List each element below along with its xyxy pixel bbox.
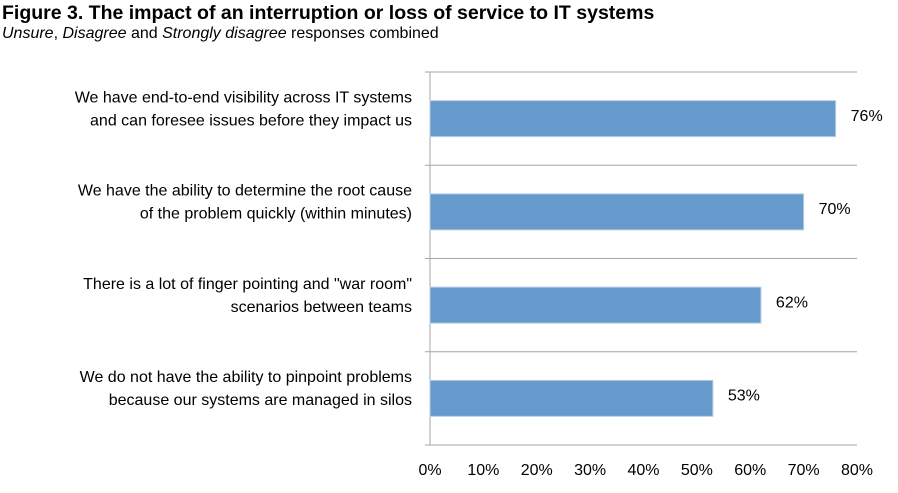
x-tick-label: 20% [521,462,553,479]
bar [429,379,714,417]
bar [429,100,837,138]
category-label: We do not have the ability to pinpoint p… [80,369,412,386]
category-label: of the problem quickly (within minutes) [140,206,412,223]
category-label: because our systems are managed in silos [109,392,412,409]
x-tick-label: 40% [627,462,659,479]
subtitle-part: Unsure [2,25,54,42]
value-label: 62% [776,294,808,311]
subtitle-part: and [126,25,163,42]
chart-title: Figure 3. The impact of an interruption … [2,2,655,24]
bar [429,193,805,231]
x-tick-label: 60% [734,462,766,479]
subtitle-part: , [53,25,63,42]
category-label: There is a lot of finger pointing and "w… [83,276,412,293]
bar [429,286,762,324]
x-tick-label: 50% [681,462,713,479]
category-label: scenarios between teams [231,299,412,316]
x-tick-label: 70% [788,462,820,479]
subtitle-part: responses combined [286,25,439,42]
chart-subtitle: Unsure, Disagree and Strongly disagree r… [2,25,439,43]
value-label: 76% [851,108,883,125]
category-label: and can foresee issues before they impac… [90,112,412,129]
x-tick-label: 30% [574,462,606,479]
x-tick-label: 80% [841,462,873,479]
x-tick-label: 10% [467,462,499,479]
value-label: 53% [728,388,760,405]
subtitle-part: Disagree [62,25,127,42]
value-label: 70% [819,201,851,218]
category-label: We have end-to-end visibility across IT … [75,89,412,106]
x-tick-label: 0% [418,462,441,479]
category-label: We have the ability to determine the roo… [78,183,412,200]
subtitle-part: Strongly disagree [162,25,287,42]
